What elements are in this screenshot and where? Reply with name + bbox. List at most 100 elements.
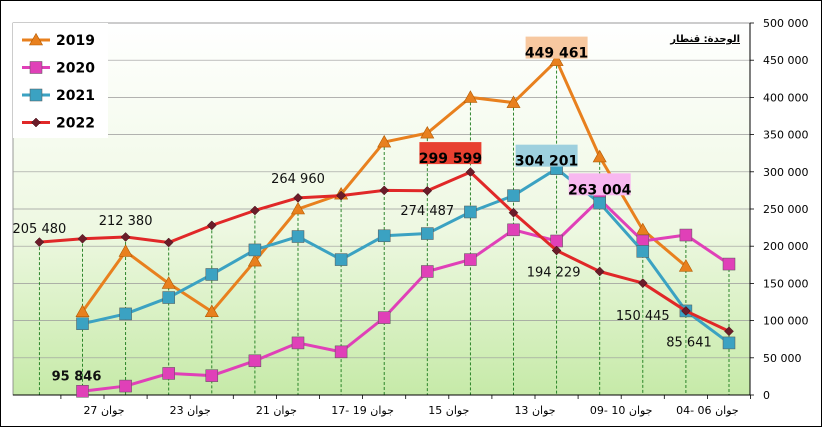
data-point-2019	[377, 134, 392, 148]
data-point-2022	[551, 245, 562, 256]
data-label-group: 194 229	[527, 265, 581, 280]
legend-entry-2019: 2019	[22, 32, 95, 49]
data-point-2021	[334, 253, 348, 266]
series-line-2020	[82, 197, 730, 393]
data-point-2020	[377, 311, 391, 324]
legend-label: 2019	[56, 33, 95, 49]
legend-entry-2020: 2020	[22, 61, 95, 77]
data-label-group: 95 846	[52, 370, 102, 385]
legend-box	[13, 23, 108, 138]
data-point-2019	[118, 244, 133, 257]
y-tick-label: 450 000	[763, 54, 809, 67]
data-point-2022	[336, 190, 346, 201]
data-label-box	[515, 144, 578, 167]
data-point-2022	[422, 185, 433, 196]
y-tick-label: 300 000	[763, 166, 809, 179]
series-2022	[34, 167, 734, 337]
x-tick-label: 13 جوان	[514, 404, 555, 417]
data-point-2019	[463, 90, 478, 103]
data-label-group: 263 004	[568, 173, 632, 198]
data-point-2022	[681, 306, 691, 316]
data-point-2022	[379, 185, 390, 196]
data-point-2022	[120, 232, 131, 242]
data-label: 85 641	[666, 335, 712, 350]
data-point-2020	[291, 336, 305, 350]
legend-label: 2022	[56, 116, 95, 132]
y-tick-label: 50 000	[763, 352, 802, 365]
legend-label: 2021	[56, 88, 95, 104]
data-point-2022	[508, 207, 519, 218]
legend-swatch-marker	[29, 61, 43, 74]
data-point-2021	[377, 229, 391, 243]
data-label-box	[568, 173, 631, 196]
data-point-2022	[77, 233, 88, 244]
data-label-group: 304 201	[515, 144, 578, 170]
legend-swatch-marker	[28, 32, 44, 46]
data-point-2019	[290, 201, 306, 215]
data-label: 264 960	[271, 172, 325, 187]
legend: 2019 2020 2021 2022	[13, 23, 108, 138]
series-2021	[76, 162, 736, 350]
data-point-2019	[678, 259, 693, 272]
data-point-2022	[163, 237, 174, 248]
y-tick-label: 0	[763, 389, 770, 402]
data-label-box	[525, 36, 588, 59]
data-point-2020	[76, 385, 89, 398]
series-2019	[75, 53, 693, 317]
data-label: 194 229	[527, 265, 581, 280]
data-point-2019	[247, 253, 262, 267]
data-label-box	[419, 142, 482, 165]
data-point-2021	[119, 307, 132, 321]
data-point-2020	[162, 367, 175, 380]
data-point-2021	[722, 336, 736, 350]
data-label-group: 150 445	[616, 309, 670, 324]
data-point-2020	[119, 379, 132, 393]
data-point-2021	[291, 230, 305, 243]
data-label-group: 212 380	[99, 214, 153, 229]
data-label-group: 264 960	[271, 172, 325, 187]
legend-label: 2020	[56, 61, 95, 77]
data-point-2022	[465, 167, 476, 177]
data-point-2020	[464, 253, 477, 266]
data-label: 150 445	[616, 309, 670, 324]
data-point-2019	[549, 53, 564, 66]
y-tick-label: 100 000	[763, 315, 809, 328]
data-point-2019	[592, 149, 607, 163]
axes: 0 50 000 100 000 150 000 200 000 250 000 300 0…	[13, 17, 809, 417]
data-point-2020	[334, 345, 348, 359]
data-point-2021	[205, 268, 219, 281]
x-tick-label: 27 جوان	[83, 404, 124, 417]
data-point-2020	[248, 354, 262, 368]
data-labels: 449 461 304 201 263 004 299 599 205 480 212 3…	[13, 36, 712, 385]
data-point-2019	[420, 126, 435, 139]
data-point-2022	[293, 193, 303, 203]
data-label: 263 004	[568, 182, 632, 198]
data-point-2019	[161, 276, 176, 289]
data-point-2021	[464, 205, 477, 219]
data-point-2020	[421, 265, 434, 278]
x-tick-label: 04- 06 جوان	[676, 404, 739, 417]
data-point-2019	[75, 304, 90, 317]
x-tick-label: 17- 19 جوان	[331, 404, 394, 417]
data-point-2021	[636, 245, 650, 258]
data-point-2021	[507, 189, 520, 202]
data-label: 205 480	[13, 222, 67, 237]
x-tick-label: 09- 10 جوان	[590, 404, 653, 417]
data-label: 95 846	[52, 370, 102, 385]
data-point-2021	[162, 291, 175, 304]
data-point-2021	[593, 196, 606, 210]
data-point-2022	[594, 266, 605, 277]
data-label: 449 461	[525, 46, 588, 62]
x-tick-label: 21 جوان	[256, 404, 297, 417]
data-point-2020	[507, 223, 520, 237]
data-point-2020	[679, 228, 693, 242]
data-point-2020	[722, 257, 736, 271]
y-tick-label: 150 000	[763, 277, 809, 290]
data-point-2019	[506, 95, 521, 108]
data-label: 274 487	[400, 204, 454, 219]
legend-swatch-marker	[31, 117, 41, 128]
legend-entry-2021: 2021	[22, 88, 95, 104]
x-tick-label: 15 جوان	[428, 404, 469, 417]
